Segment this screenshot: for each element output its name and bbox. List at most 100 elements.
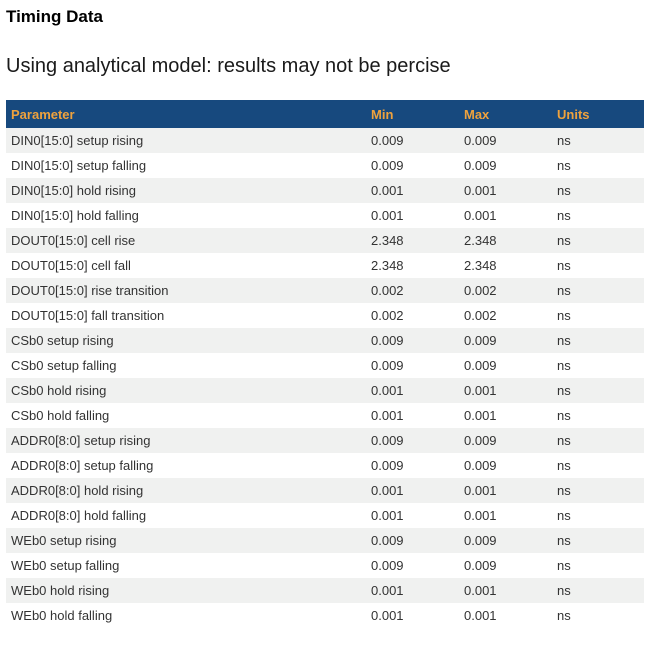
cell-parameter: CSb0 setup rising bbox=[6, 328, 371, 354]
cell-units: ns bbox=[557, 178, 644, 204]
cell-parameter: WEb0 setup falling bbox=[6, 553, 371, 579]
cell-units: ns bbox=[557, 253, 644, 279]
cell-min: 0.009 bbox=[371, 353, 464, 379]
cell-max: 0.002 bbox=[464, 303, 557, 329]
cell-max: 0.009 bbox=[464, 153, 557, 179]
cell-units: ns bbox=[557, 328, 644, 354]
table-row: DIN0[15:0] hold rising 0.001 0.001 ns bbox=[6, 178, 644, 204]
table-row: DIN0[15:0] setup rising 0.009 0.009 ns bbox=[6, 128, 644, 154]
cell-max: 0.001 bbox=[464, 603, 557, 629]
cell-min: 2.348 bbox=[371, 253, 464, 279]
cell-units: ns bbox=[557, 153, 644, 179]
cell-units: ns bbox=[557, 478, 644, 504]
cell-units: ns bbox=[557, 353, 644, 379]
table-header: Parameter Min Max Units bbox=[6, 100, 644, 129]
cell-units: ns bbox=[557, 603, 644, 629]
table-row: WEb0 hold rising 0.001 0.001 ns bbox=[6, 578, 644, 604]
cell-max: 0.009 bbox=[464, 553, 557, 579]
cell-units: ns bbox=[557, 428, 644, 454]
cell-units: ns bbox=[557, 453, 644, 479]
table-row: DOUT0[15:0] fall transition 0.002 0.002 … bbox=[6, 303, 644, 329]
cell-max: 0.001 bbox=[464, 478, 557, 504]
cell-parameter: WEb0 setup rising bbox=[6, 528, 371, 554]
table-row: CSb0 setup rising 0.009 0.009 ns bbox=[6, 328, 644, 354]
cell-min: 0.001 bbox=[371, 603, 464, 629]
cell-min: 0.001 bbox=[371, 203, 464, 229]
cell-min: 0.001 bbox=[371, 578, 464, 604]
page-subtitle: Using analytical model: results may not … bbox=[6, 55, 451, 78]
cell-max: 2.348 bbox=[464, 253, 557, 279]
column-header-max: Max bbox=[464, 100, 557, 129]
timing-data-table: Parameter Min Max Units DIN0[15:0] setup… bbox=[6, 100, 644, 629]
cell-min: 0.001 bbox=[371, 503, 464, 529]
cell-min: 0.002 bbox=[371, 303, 464, 329]
cell-min: 0.009 bbox=[371, 153, 464, 179]
cell-units: ns bbox=[557, 278, 644, 304]
table-body: DIN0[15:0] setup rising 0.009 0.009 ns D… bbox=[6, 128, 644, 629]
cell-max: 0.001 bbox=[464, 203, 557, 229]
table-header-row: Parameter Min Max Units bbox=[6, 100, 644, 129]
table-row: CSb0 hold falling 0.001 0.001 ns bbox=[6, 403, 644, 429]
cell-parameter: CSb0 hold rising bbox=[6, 378, 371, 404]
cell-units: ns bbox=[557, 553, 644, 579]
cell-parameter: DIN0[15:0] hold rising bbox=[6, 178, 371, 204]
cell-min: 0.001 bbox=[371, 178, 464, 204]
cell-max: 0.009 bbox=[464, 428, 557, 454]
cell-units: ns bbox=[557, 378, 644, 404]
cell-units: ns bbox=[557, 403, 644, 429]
cell-units: ns bbox=[557, 303, 644, 329]
table-row: ADDR0[8:0] hold falling 0.001 0.001 ns bbox=[6, 503, 644, 529]
cell-units: ns bbox=[557, 128, 644, 154]
cell-min: 2.348 bbox=[371, 228, 464, 254]
cell-parameter: WEb0 hold rising bbox=[6, 578, 371, 604]
cell-parameter: DIN0[15:0] hold falling bbox=[6, 203, 371, 229]
cell-max: 0.001 bbox=[464, 503, 557, 529]
cell-max: 0.009 bbox=[464, 328, 557, 354]
table-row: WEb0 setup rising 0.009 0.009 ns bbox=[6, 528, 644, 554]
page-title: Timing Data bbox=[6, 7, 103, 26]
cell-max: 0.009 bbox=[464, 453, 557, 479]
cell-min: 0.009 bbox=[371, 453, 464, 479]
cell-min: 0.009 bbox=[371, 553, 464, 579]
table-row: DOUT0[15:0] cell fall 2.348 2.348 ns bbox=[6, 253, 644, 279]
table-row: DIN0[15:0] setup falling 0.009 0.009 ns bbox=[6, 153, 644, 179]
cell-parameter: ADDR0[8:0] hold falling bbox=[6, 503, 371, 529]
cell-min: 0.009 bbox=[371, 328, 464, 354]
table-row: WEb0 hold falling 0.001 0.001 ns bbox=[6, 603, 644, 629]
cell-max: 0.009 bbox=[464, 528, 557, 554]
column-header-min: Min bbox=[371, 100, 464, 129]
cell-min: 0.009 bbox=[371, 428, 464, 454]
cell-units: ns bbox=[557, 578, 644, 604]
cell-units: ns bbox=[557, 228, 644, 254]
cell-units: ns bbox=[557, 503, 644, 529]
cell-parameter: CSb0 setup falling bbox=[6, 353, 371, 379]
cell-parameter: DOUT0[15:0] fall transition bbox=[6, 303, 371, 329]
table-row: ADDR0[8:0] hold rising 0.001 0.001 ns bbox=[6, 478, 644, 504]
table-row: DOUT0[15:0] cell rise 2.348 2.348 ns bbox=[6, 228, 644, 254]
cell-parameter: DOUT0[15:0] cell rise bbox=[6, 228, 371, 254]
cell-min: 0.002 bbox=[371, 278, 464, 304]
table-row: CSb0 hold rising 0.001 0.001 ns bbox=[6, 378, 644, 404]
cell-parameter: DOUT0[15:0] rise transition bbox=[6, 278, 371, 304]
table-row: ADDR0[8:0] setup rising 0.009 0.009 ns bbox=[6, 428, 644, 454]
cell-min: 0.001 bbox=[371, 403, 464, 429]
cell-max: 0.001 bbox=[464, 378, 557, 404]
cell-max: 0.009 bbox=[464, 128, 557, 154]
cell-parameter: ADDR0[8:0] setup falling bbox=[6, 453, 371, 479]
column-header-parameter: Parameter bbox=[6, 100, 371, 129]
cell-min: 0.009 bbox=[371, 528, 464, 554]
table-row: DOUT0[15:0] rise transition 0.002 0.002 … bbox=[6, 278, 644, 304]
cell-min: 0.001 bbox=[371, 478, 464, 504]
cell-max: 0.001 bbox=[464, 403, 557, 429]
table-row: ADDR0[8:0] setup falling 0.009 0.009 ns bbox=[6, 453, 644, 479]
cell-units: ns bbox=[557, 203, 644, 229]
cell-units: ns bbox=[557, 528, 644, 554]
column-header-units: Units bbox=[557, 100, 644, 129]
cell-parameter: WEb0 hold falling bbox=[6, 603, 371, 629]
cell-parameter: DIN0[15:0] setup falling bbox=[6, 153, 371, 179]
cell-min: 0.001 bbox=[371, 378, 464, 404]
cell-parameter: DOUT0[15:0] cell fall bbox=[6, 253, 371, 279]
cell-parameter: ADDR0[8:0] hold rising bbox=[6, 478, 371, 504]
cell-max: 0.001 bbox=[464, 178, 557, 204]
